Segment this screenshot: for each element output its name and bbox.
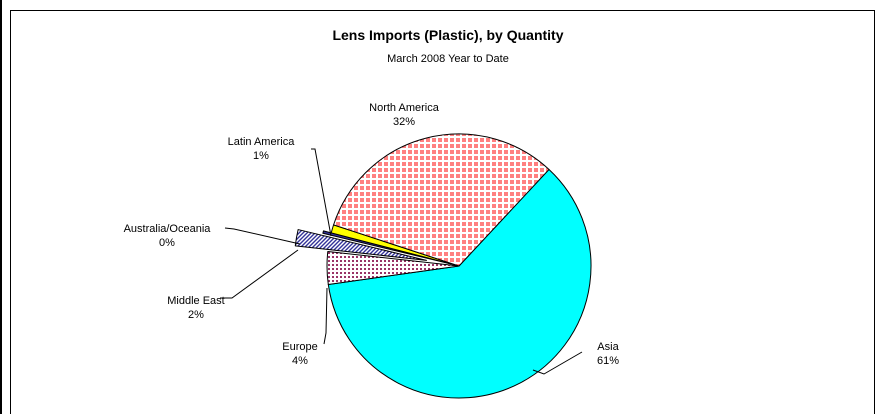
- slice-percent-label: 32%: [393, 116, 415, 128]
- slice-percent-label: 2%: [188, 309, 204, 321]
- slice-name-label: Europe: [282, 341, 317, 353]
- leader-line: [220, 249, 299, 299]
- leader-line: [323, 287, 328, 345]
- window-left-edge: [0, 0, 2, 414]
- leader-line: [224, 227, 301, 245]
- pie-slice-middle-east: [294, 229, 427, 261]
- slice-name-label: Asia: [597, 341, 619, 353]
- slice-percent-label: 61%: [597, 355, 619, 367]
- chart-title: Lens Imports (Plastic), by Quantity: [332, 27, 563, 43]
- pie-slice-north-america: [333, 133, 550, 267]
- pie-slice-asia: [327, 168, 592, 399]
- slice-percent-label: 4%: [292, 355, 308, 367]
- slice-percent-label: 0%: [159, 237, 175, 249]
- slice-name-label: Middle East: [167, 295, 224, 307]
- leader-line: [532, 351, 583, 375]
- chart-subtitle: March 2008 Year to Date: [387, 53, 509, 65]
- slice-name-label: Latin America: [228, 136, 296, 148]
- pie-slice-europe: [326, 251, 460, 285]
- chart-area: [10, 10, 875, 414]
- slice-percent-label: 1%: [253, 150, 269, 162]
- slice-name-label: North America: [369, 102, 440, 114]
- slice-name-label: Australia/Oceania: [124, 223, 212, 235]
- leader-line: [311, 148, 332, 237]
